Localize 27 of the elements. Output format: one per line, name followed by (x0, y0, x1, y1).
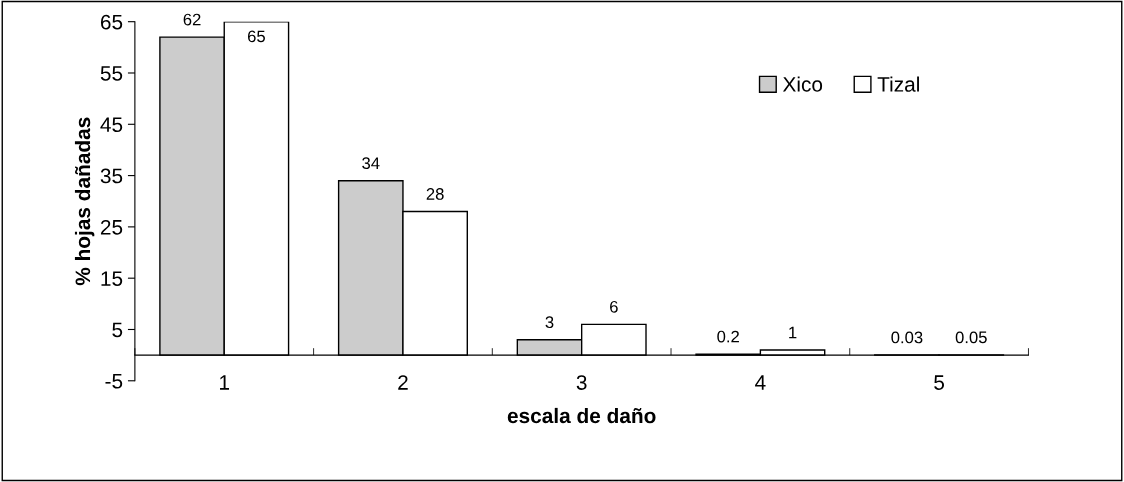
x-axis-title: escala de daño (507, 407, 656, 424)
y-tick-label: 5 (112, 322, 123, 338)
x-tick-label: 4 (755, 375, 766, 390)
data-label: 0.2 (717, 330, 739, 343)
y-tick-label: 65 (100, 14, 123, 30)
data-label: 3 (545, 316, 554, 329)
y-tick-label: 25 (100, 219, 123, 235)
x-tick-label: 2 (398, 375, 408, 390)
data-label: 34 (362, 157, 380, 170)
y-tick-label: -5 (105, 374, 123, 389)
data-label: 0.05 (955, 331, 987, 344)
y-tick-label: 45 (100, 117, 123, 133)
legend-label: Tizal (877, 76, 919, 92)
data-label: 65 (247, 30, 265, 43)
data-label: 62 (183, 13, 201, 26)
y-tick-label: 15 (101, 271, 123, 286)
legend-label: Xico (782, 76, 823, 92)
y-tick-label: 35 (100, 168, 123, 184)
data-label: 1 (789, 326, 797, 339)
data-label: 0.03 (891, 331, 923, 344)
data-label: 6 (610, 300, 618, 313)
x-tick-label: 1 (220, 375, 230, 390)
y-tick-label: 55 (100, 66, 123, 81)
x-tick-label: 3 (576, 375, 587, 390)
y-axis-title: % hojas dañadas (74, 117, 95, 286)
x-tick-label: 5 (934, 375, 945, 390)
data-label: 28 (426, 188, 444, 200)
